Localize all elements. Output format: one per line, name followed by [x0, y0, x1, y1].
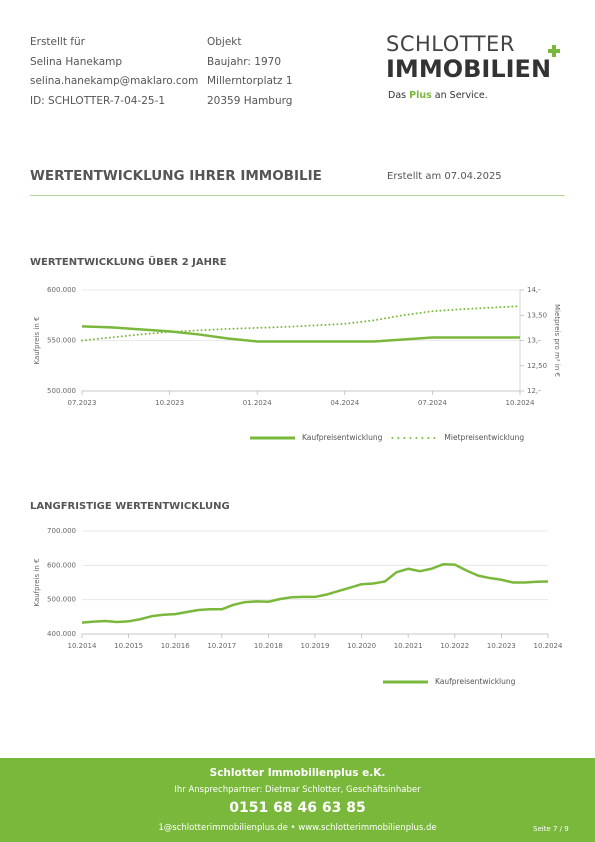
x-tick-label: 07.2023 [68, 399, 97, 407]
text: ID: SCHLOTTER-7-04-25-1 [30, 94, 166, 107]
y2-tick-label: 14,- [527, 286, 541, 294]
text: selina.hanekamp@maklaro.com [30, 75, 199, 87]
text: Erstellt für [30, 36, 85, 48]
x-tick-label: 10.2015 [114, 642, 143, 650]
text: Das [388, 90, 407, 101]
y-tick-label: 700.000 [47, 527, 76, 535]
recipient: Erstellt für Selina Hanekamp selina.hane… [30, 33, 198, 111]
x-tick-label: 10.2023 [155, 399, 184, 407]
x-tick-label: 10.2014 [68, 642, 97, 650]
logo-line2: IMMOBILIEN [386, 55, 552, 83]
y-tick-label: 600.000 [47, 286, 76, 294]
text: Selina Hanekamp [30, 55, 123, 68]
x-tick-label: 10.2024 [506, 399, 535, 407]
x-tick-label: 10.2020 [347, 642, 376, 650]
x-tick-label: 10.2019 [301, 642, 330, 650]
x-tick-label: 07.2024 [418, 399, 447, 407]
legend-label: Mietpreisentwicklung [444, 433, 524, 442]
y2-tick-label: 13,50 [527, 311, 547, 319]
y-axis-label: Kaufpreis in € [33, 558, 41, 606]
y2-tick-label: 12,- [527, 387, 541, 395]
x-tick-label: 10.2018 [254, 642, 283, 650]
x-tick-label: 10.2023 [487, 642, 516, 650]
date: Erstellt am 07.04.2025 [387, 171, 502, 182]
text: 20359 Hamburg [207, 94, 293, 107]
y-axis-label: Kaufpreis in € [33, 316, 41, 364]
x-tick-label: 04.2024 [330, 399, 359, 407]
text: Objekt [207, 36, 242, 48]
text: Millerntorplatz 1 [207, 75, 293, 87]
x-tick-label: 10.2022 [440, 642, 469, 650]
footer-company: Schlotter Immobilienplus e.K. [209, 767, 386, 779]
text: Plus [409, 90, 432, 101]
y2-tick-label: 12,50 [527, 362, 547, 370]
legend-label: Kaufpreisentwicklung [435, 677, 516, 686]
y-tick-label: 500.000 [47, 596, 76, 604]
text: Baujahr: 1970 [207, 55, 282, 68]
x-tick-label: 10.2017 [207, 642, 236, 650]
footer-web: 1@schlotterimmobilienplus.de • www.schlo… [158, 823, 437, 833]
logo-plus [552, 45, 556, 57]
footer-phone: 0151 68 46 63 85 [229, 800, 366, 816]
y2-axis-label: Mietpreis pro m² in € [553, 304, 561, 377]
y-tick-label: 500.000 [47, 387, 76, 395]
series-line [81, 325, 520, 343]
x-tick-label: 01.2024 [243, 399, 272, 407]
chart-title: LANGFRISTIGE WERTENTWICKLUNG [30, 501, 230, 512]
series-line [81, 305, 521, 342]
y-tick-label: 600.000 [47, 561, 76, 569]
logo-line1: SCHLOTTER [386, 32, 515, 56]
series-line [81, 563, 549, 624]
logo-tagline: Das Plus an Service. [388, 90, 488, 101]
x-tick-label: 10.2024 [534, 642, 563, 650]
x-tick-label: 10.2016 [161, 642, 190, 650]
y-tick-label: 550.000 [47, 337, 76, 345]
footer-contact: Ihr Ansprechpartner: Dietmar Schlotter, … [174, 785, 421, 795]
legend-label: Kaufpreisentwicklung [302, 433, 383, 442]
x-tick-label: 10.2021 [394, 642, 423, 650]
chart-title: WERTENTWICKLUNG ÜBER 2 JAHRE [30, 254, 227, 268]
divider [30, 195, 565, 196]
y-tick-label: 400.000 [47, 630, 76, 638]
page-title: WERTENTWICKLUNG IHRER IMMOBILIE [30, 168, 322, 184]
y2-tick-label: 13,- [527, 337, 541, 345]
property: Objekt Baujahr: 1970 Millerntorplatz 1 2… [207, 33, 293, 111]
text: an Service. [434, 90, 488, 101]
footer [0, 758, 595, 842]
page-number: Seite 7 / 9 [533, 825, 569, 833]
